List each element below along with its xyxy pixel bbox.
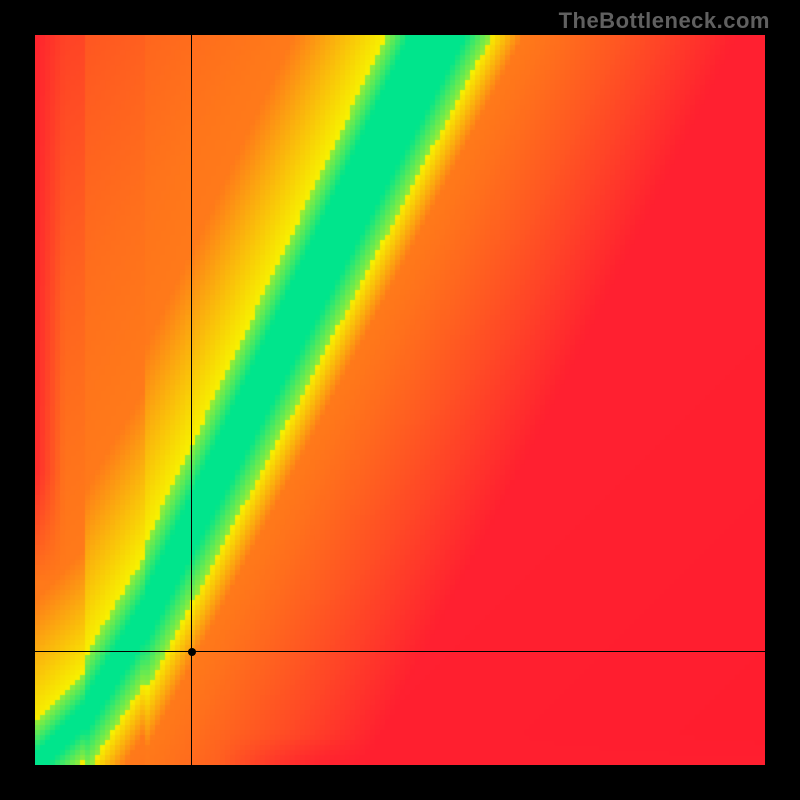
crosshair-marker [188, 648, 196, 656]
crosshair-horizontal [35, 651, 765, 652]
heatmap-canvas [35, 35, 765, 765]
chart-container: { "watermark": "TheBottleneck.com", "can… [0, 0, 800, 800]
watermark-label: TheBottleneck.com [559, 8, 770, 34]
